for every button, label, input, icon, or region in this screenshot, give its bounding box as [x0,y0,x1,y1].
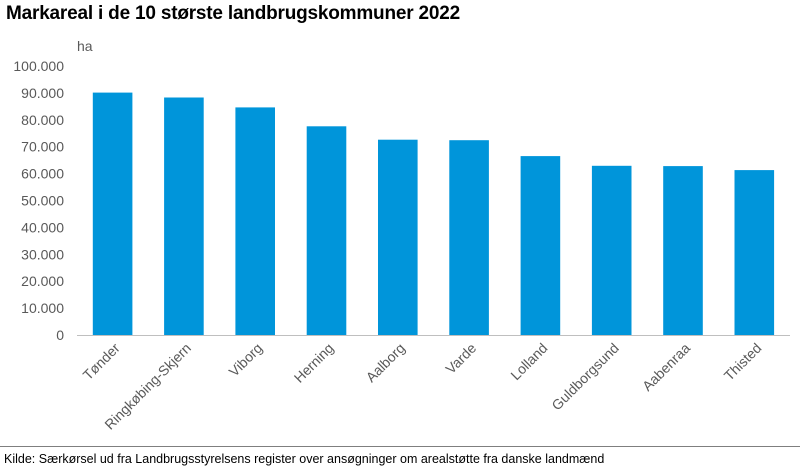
x-tick-label: Aabenraa [639,340,693,394]
x-tick-label: Guldborgsund [548,340,622,414]
y-tick-label: 20.000 [21,273,64,289]
x-tick-label: Lolland [507,340,550,383]
x-tick-label: Thisted [721,340,765,384]
x-tick-label: Tønder [80,340,123,383]
chart-title: Markareal i de 10 største landbrugskommu… [6,3,460,24]
y-tick-label: 80.000 [21,112,64,128]
x-tick-label: Herning [291,340,337,386]
y-tick-label: 100.000 [13,58,64,74]
bar [235,107,275,336]
bar [734,170,775,335]
y-tick-label: 90.000 [21,85,64,101]
source-note: Kilde: Særkørsel ud fra Landbrugsstyrels… [4,452,605,466]
bars [92,92,775,336]
bar-chart: ha 0 10.000 20.000 30.000 40.000 50.000 60.000… [13,38,790,433]
x-tick-label: Aalborg [363,340,408,385]
y-tick-label: 70.000 [21,139,64,155]
x-tick-label: Varde [442,340,479,377]
source-divider [0,446,800,447]
y-axis-unit-label: ha [77,38,93,54]
bar [591,165,632,335]
y-tick-label: 30.000 [21,246,64,262]
bar [92,92,133,335]
x-tick-label: Viborg [226,340,266,380]
y-tick-label: 0 [56,327,64,343]
bar [520,156,561,335]
bar [164,97,204,335]
y-tick-label: 50.000 [21,193,64,209]
bar [378,139,418,335]
y-tick-label: 60.000 [21,166,64,182]
bar [306,126,347,335]
bar [663,166,703,335]
bar [449,140,489,335]
y-tick-label: 10.000 [21,300,64,316]
y-tick-label: 40.000 [21,219,64,235]
y-axis-ticks: 0 10.000 20.000 30.000 40.000 50.000 60.000 70.… [13,58,64,343]
